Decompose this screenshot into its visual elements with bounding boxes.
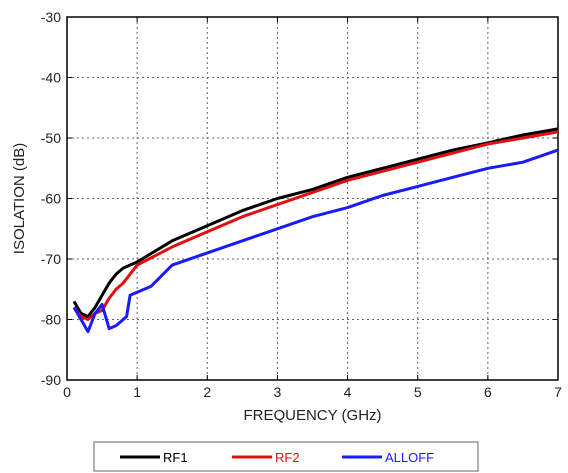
legend-label-rf1: RF1 xyxy=(163,450,188,465)
series-line-rf1 xyxy=(72,127,559,318)
series-lines xyxy=(72,127,559,334)
y-tick-label: -70 xyxy=(41,251,61,267)
x-tick-label: 2 xyxy=(203,384,211,400)
x-tick-label: 7 xyxy=(554,384,562,400)
y-tick-label: -50 xyxy=(41,130,61,146)
x-axis-title: FREQUENCY (GHz) xyxy=(243,407,381,424)
x-tick-label: 6 xyxy=(484,384,492,400)
axis-ticks: 0 1 2 3 4 5 6 7 -90 -80 -70 -60 -50 -40 -30 xyxy=(41,9,562,400)
x-tick-label: 1 xyxy=(133,384,141,400)
legend-label-rf2: RF2 xyxy=(275,450,300,465)
grid xyxy=(67,17,558,380)
x-tick-label: 3 xyxy=(274,384,282,400)
y-tick-label: -80 xyxy=(41,312,61,328)
legend-label-alloff: ALLOFF xyxy=(385,450,434,465)
y-tick-label: -30 xyxy=(41,9,61,25)
x-tick-label: 0 xyxy=(63,384,71,400)
y-tick-label: -90 xyxy=(41,372,61,388)
x-tick-label: 4 xyxy=(344,384,352,400)
y-tick-label: -40 xyxy=(41,70,61,86)
legend: RF1 RF2 ALLOFF xyxy=(93,441,479,472)
y-tick-label: -60 xyxy=(41,191,61,207)
series-line-alloff xyxy=(72,148,559,334)
series-line-rf2 xyxy=(72,130,559,321)
x-tick-label: 5 xyxy=(414,384,422,400)
y-axis-title: ISOLATION (dB) xyxy=(11,143,28,254)
